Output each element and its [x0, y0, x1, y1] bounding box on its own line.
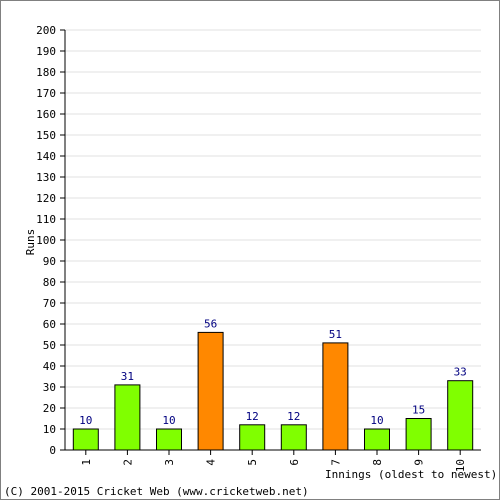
data-label: 15 — [412, 404, 425, 417]
data-label: 31 — [121, 370, 134, 383]
bar — [405, 418, 432, 451]
y-tick-label: 130 — [36, 171, 56, 184]
y-tick-label: 90 — [43, 255, 56, 268]
x-tick-label: 3 — [163, 459, 176, 466]
y-axis-ticks: 0 10 20 30 40 50 60 70 80 90 100 110 120 130 140 150 160… — [36, 24, 65, 457]
y-tick-label: 120 — [36, 192, 56, 205]
y-tick-label: 30 — [43, 381, 56, 394]
data-label: 56 — [204, 317, 217, 330]
x-tick-label: 2 — [121, 459, 134, 466]
x-axis-label: Innings (oldest to newest) — [325, 468, 497, 481]
data-label: 12 — [246, 410, 259, 423]
data-label: 10 — [162, 414, 175, 427]
y-tick-label: 140 — [36, 150, 56, 163]
bar — [364, 428, 390, 451]
y-tick-label: 70 — [43, 297, 56, 310]
y-tick-label: 150 — [36, 129, 56, 142]
x-tick-label: 6 — [288, 459, 301, 466]
y-tick-label: 50 — [43, 339, 56, 352]
bar — [280, 424, 307, 451]
y-tick-label: 160 — [36, 108, 56, 121]
x-tick-label: 7 — [329, 459, 342, 466]
y-tick-label: 100 — [36, 234, 56, 247]
y-tick-label: 10 — [43, 423, 56, 436]
y-axis-label: Runs — [24, 229, 37, 256]
x-tick-label: 1 — [80, 459, 93, 466]
x-tick-label: 10 — [454, 459, 467, 472]
y-tick-label: 0 — [49, 444, 56, 457]
data-label: 10 — [370, 414, 383, 427]
x-tick-label: 9 — [413, 459, 426, 466]
bar — [239, 424, 266, 451]
copyright-notice: (C) 2001-2015 Cricket Web (www.cricketwe… — [4, 485, 309, 498]
y-tick-label: 180 — [36, 66, 56, 79]
bar — [114, 384, 141, 451]
y-tick-label: 170 — [36, 87, 56, 100]
bar — [447, 380, 474, 451]
bar — [322, 342, 349, 451]
x-axis-ticks: 1 2 3 4 5 6 7 8 9 10 — [80, 450, 467, 472]
data-label: 33 — [454, 366, 467, 379]
y-tick-label: 80 — [43, 276, 56, 289]
data-labels: 10 31 10 56 12 12 51 10 15 33 — [79, 317, 467, 427]
y-tick-label: 200 — [36, 24, 56, 37]
x-tick-label: 8 — [371, 459, 384, 466]
x-tick-label: 5 — [246, 459, 259, 466]
y-tick-label: 60 — [43, 318, 56, 331]
y-tick-label: 110 — [36, 213, 56, 226]
data-label: 10 — [79, 414, 92, 427]
bars — [72, 331, 474, 451]
x-tick-label: 4 — [205, 459, 218, 466]
data-label: 12 — [287, 410, 300, 423]
bar — [72, 428, 99, 451]
bar — [156, 428, 182, 451]
y-tick-label: 40 — [43, 360, 56, 373]
y-tick-label: 20 — [43, 402, 56, 415]
bar — [197, 331, 224, 451]
y-tick-label: 190 — [36, 45, 56, 58]
data-label: 51 — [329, 328, 342, 341]
